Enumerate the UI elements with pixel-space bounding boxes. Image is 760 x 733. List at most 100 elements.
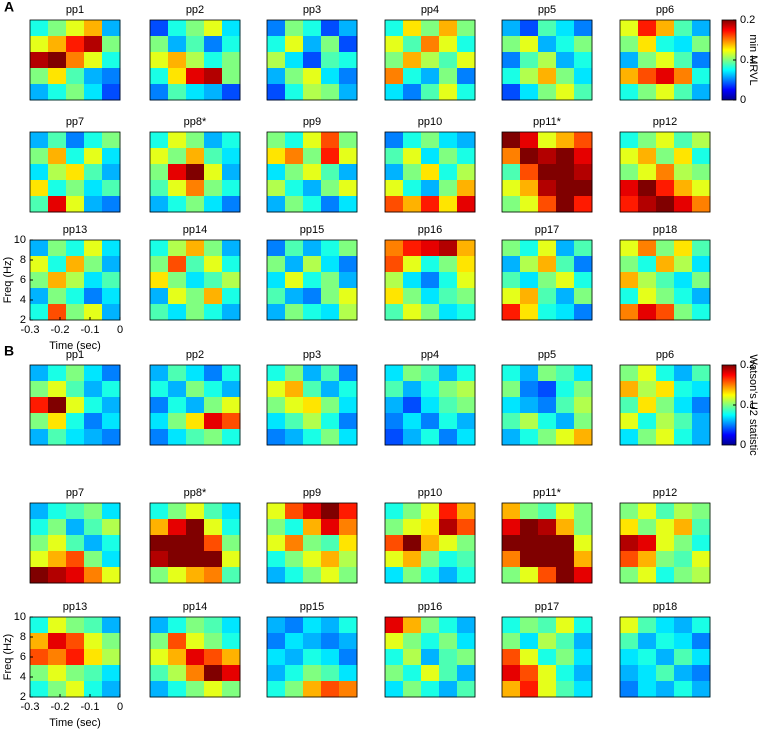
heatmap-cell xyxy=(638,567,657,584)
heatmap-cell xyxy=(656,20,675,37)
heatmap-cell xyxy=(556,132,575,149)
heatmap-cell xyxy=(66,429,85,446)
heatmap-cell xyxy=(168,681,187,698)
heatmap-cell xyxy=(620,240,639,257)
heatmap-cell xyxy=(692,535,711,552)
heatmap-cell xyxy=(674,665,693,682)
heatmap-cell xyxy=(556,180,575,197)
heatmap-cell xyxy=(385,20,404,37)
y-tick-label: 2 xyxy=(20,314,26,326)
panel-frame xyxy=(619,364,711,446)
heatmap-cell xyxy=(421,288,440,305)
heatmap-cell xyxy=(385,132,404,149)
heatmap-cell xyxy=(403,567,422,584)
heatmap-cell xyxy=(150,381,169,398)
heatmap-cell xyxy=(457,256,476,273)
heatmap-cell xyxy=(102,132,121,149)
heatmap-cell xyxy=(30,617,49,634)
panel-title: pp18 xyxy=(653,224,677,236)
heatmap-cell xyxy=(168,397,187,414)
panel-frame xyxy=(149,616,241,698)
heatmap-cell xyxy=(638,519,657,536)
heatmap-cell xyxy=(520,567,539,584)
heatmap-cell xyxy=(502,649,521,666)
panel-title: pp14 xyxy=(183,601,207,613)
heatmap-cell xyxy=(150,397,169,414)
heatmap-cell xyxy=(222,365,241,382)
heatmap-cell xyxy=(674,84,693,101)
panel-frame xyxy=(619,616,711,698)
heatmap-cell xyxy=(502,365,521,382)
heatmap-cell xyxy=(321,272,340,289)
heatmap-cell xyxy=(421,567,440,584)
heatmap-cell xyxy=(30,288,49,305)
heatmap-cell xyxy=(168,272,187,289)
panel-frame xyxy=(29,502,121,584)
heatmap-cell xyxy=(321,567,340,584)
heatmap-cell xyxy=(620,164,639,181)
panel-title: pp13 xyxy=(63,601,87,613)
heatmap-cell xyxy=(403,132,422,149)
heatmap-cell xyxy=(638,148,657,165)
panel-frame xyxy=(501,616,593,698)
heatmap-cell xyxy=(48,429,67,446)
heatmap-cell xyxy=(574,617,593,634)
heatmap-cell xyxy=(30,84,49,101)
heatmap-cell xyxy=(150,36,169,53)
heatmap-cell xyxy=(403,68,422,85)
heatmap-cell xyxy=(285,304,304,321)
heatmap-cell xyxy=(30,68,49,85)
heatmap-cell xyxy=(638,665,657,682)
heatmap-cell xyxy=(204,633,223,650)
heatmap-cell xyxy=(321,665,340,682)
heatmap-cell xyxy=(439,68,458,85)
heatmap-cell xyxy=(520,633,539,650)
heatmap-cell xyxy=(674,132,693,149)
heatmap-cell xyxy=(620,567,639,584)
heatmap-cell xyxy=(556,503,575,520)
heatmap-cell xyxy=(674,288,693,305)
heatmap-cell xyxy=(285,52,304,69)
heatmap-cell xyxy=(339,551,358,568)
heatmap-cell xyxy=(385,633,404,650)
panel-frame xyxy=(29,19,121,101)
heatmap-cell xyxy=(385,288,404,305)
heatmap-cell xyxy=(692,148,711,165)
heatmap-cell xyxy=(303,288,322,305)
heatmap-cell xyxy=(385,256,404,273)
heatmap-cell xyxy=(168,164,187,181)
heatmap-cell xyxy=(421,551,440,568)
panel-frame xyxy=(619,19,711,101)
panel-title: pp10 xyxy=(418,116,442,128)
heatmap-cell xyxy=(457,272,476,289)
heatmap-cell xyxy=(502,665,521,682)
heatmap-cell xyxy=(520,256,539,273)
heatmap-cell xyxy=(267,535,286,552)
heatmap-cell xyxy=(421,304,440,321)
heatmap-cell xyxy=(303,365,322,382)
heatmap-cell xyxy=(30,413,49,430)
heatmap-cell xyxy=(150,240,169,257)
heatmap-cell xyxy=(150,272,169,289)
heatmap-cell xyxy=(385,148,404,165)
heatmap-cell xyxy=(457,665,476,682)
heatmap-cell xyxy=(168,633,187,650)
heatmap-cell xyxy=(48,84,67,101)
heatmap-cell xyxy=(674,52,693,69)
heatmap-cell xyxy=(102,304,121,321)
heatmap-cell xyxy=(186,68,205,85)
heatmap-cell xyxy=(421,20,440,37)
heatmap-cell xyxy=(303,503,322,520)
heatmap-cell xyxy=(150,288,169,305)
heatmap-cell xyxy=(439,503,458,520)
heatmap-cell xyxy=(385,551,404,568)
panel-frame xyxy=(384,131,476,213)
heatmap-cell xyxy=(30,519,49,536)
heatmap-cell xyxy=(439,304,458,321)
panel-title: pp9 xyxy=(303,487,321,499)
heatmap-cell xyxy=(321,633,340,650)
heatmap-cell xyxy=(439,36,458,53)
heatmap-cell xyxy=(502,633,521,650)
heatmap-cell xyxy=(403,381,422,398)
heatmap-cell xyxy=(502,256,521,273)
